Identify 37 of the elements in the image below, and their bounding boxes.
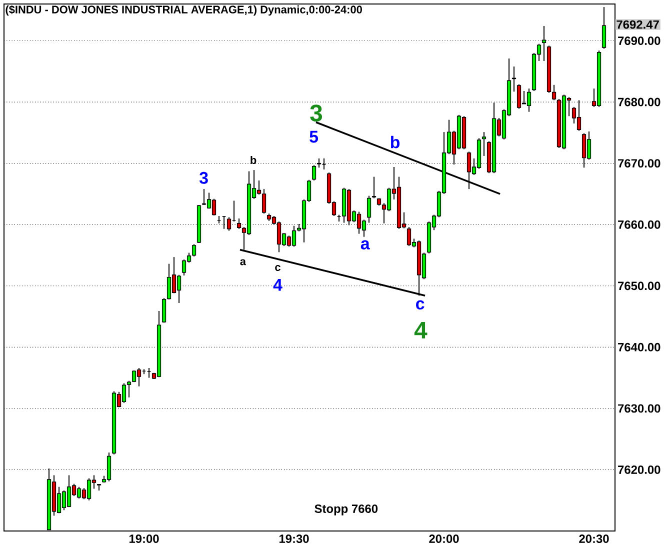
annotation: 4	[414, 322, 428, 338]
candlestick	[262, 188, 266, 214]
y-tick-label: 7650.00	[618, 282, 660, 290]
y-tick-label: 7690.00	[618, 36, 660, 45]
candlestick	[552, 84, 556, 101]
chart-title: ($INDU - DOW JONES INDUSTRIAL AVERAGE,1) Dynamic,0:00-24:00	[6, 5, 362, 16]
y-tick-label: 7680.00	[618, 98, 660, 106]
annotation: 5	[310, 130, 318, 143]
text: 7692.47	[616, 20, 659, 29]
candlestick	[226, 216, 232, 232]
x-tick-label: 19:30	[279, 534, 309, 543]
candlestick	[312, 164, 316, 181]
candlestick	[192, 244, 196, 257]
y-tick-label: 7630.00	[618, 404, 660, 413]
y-tick-label: 7660.00	[618, 220, 660, 229]
y-tick-label: 7640.00	[618, 342, 660, 352]
candlestick	[316, 158, 322, 168]
y-tick-label: 7670.00	[618, 159, 660, 168]
x-tick-label: 20:30	[579, 534, 609, 543]
annotation: 3	[310, 104, 322, 122]
x-tick-label: 20:00	[429, 534, 459, 543]
annotation: c	[275, 265, 280, 272]
candlestick	[236, 218, 242, 230]
candlestick	[366, 195, 372, 224]
candlestick	[162, 298, 166, 324]
x-tick-label: 19:00	[129, 534, 159, 543]
annotation: 3	[199, 172, 208, 184]
annotation: 4	[273, 279, 282, 291]
annotation: a	[360, 240, 370, 250]
annotation: b	[390, 136, 400, 148]
candlestick	[372, 176, 376, 199]
y-tick-label: 7620.00	[618, 465, 660, 474]
annotation: Stopp 7660	[314, 504, 378, 516]
annotation: b	[250, 156, 256, 164]
annotation: a	[240, 259, 246, 266]
annotation: c	[416, 300, 424, 310]
candlestick	[482, 132, 486, 156]
